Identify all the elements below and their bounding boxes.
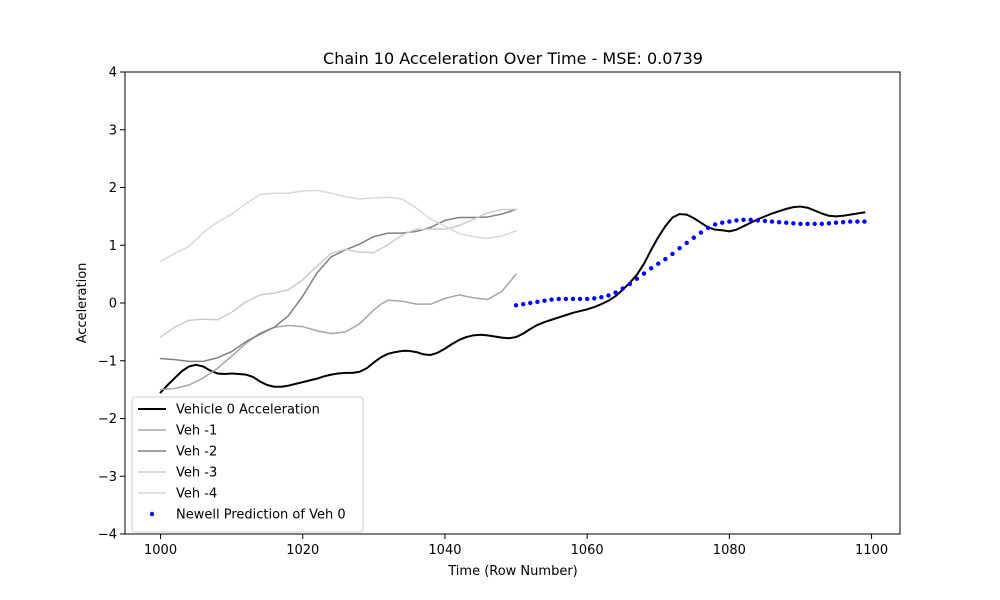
series-line-1 [159,273,517,391]
x-tick-label: 1100 [855,543,888,558]
y-tick-label: 3 [109,123,117,138]
x-tick-label: 1080 [713,543,746,558]
prediction-point [734,218,739,223]
chart-title: Chain 10 Acceleration Over Time - MSE: 0… [323,49,703,68]
prediction-point [535,299,540,305]
y-tick-label: 4 [109,66,117,81]
prediction-point [641,271,647,276]
prediction-point [606,293,611,298]
y-tick-label: −1 [98,354,117,369]
legend-box [131,396,364,533]
prediction-point [741,217,746,223]
y-tick-label: −3 [98,470,117,485]
prediction-point [755,218,760,223]
y-tick-label: 0 [109,297,117,312]
series-line-4 [159,189,517,263]
series-line-2 [159,208,517,363]
prediction-point [812,221,817,227]
x-tick-label: 1040 [428,543,461,558]
prediction-point [791,221,796,226]
prediction-point [613,290,618,295]
legend-swatch-5 [149,511,155,517]
prediction-point [784,220,789,225]
prediction-point [855,219,860,224]
x-axis-label: Time (Row Number) [447,564,577,579]
prediction-point [798,221,803,227]
axes: 1000 1020 1040 1060 1080 1100 −4 −3 −2 −1 0 1 2 3 4 [98,66,901,558]
prediction-point [549,297,554,302]
prediction-point [542,298,547,303]
y-tick-label: −2 [98,412,117,427]
y-tick-label: 1 [109,239,117,254]
legend-label-4: Veh -4 [176,487,217,502]
x-tick-label: 1060 [571,543,604,558]
prediction-point [727,219,732,224]
prediction-point [684,240,689,246]
prediction-point [826,221,832,226]
series-line-0 [159,205,866,394]
series-points-5 [513,217,867,308]
prediction-point [599,295,604,300]
prediction-point [620,286,625,291]
prediction-point [862,219,867,224]
prediction-point [769,219,775,224]
plot-area [159,189,867,394]
prediction-point [528,300,533,306]
prediction-point [513,303,519,308]
prediction-point [833,220,839,225]
prediction-point [556,296,561,302]
y-axis-label: Acceleration [75,263,90,344]
prediction-point [776,219,782,225]
prediction-point [592,296,597,301]
prediction-point [634,276,640,281]
prediction-point [627,281,633,287]
legend-label-2: Veh -2 [176,445,217,460]
prediction-point [848,219,853,224]
prediction-point [705,225,711,231]
prediction-point [520,301,526,307]
x-tick-label: 1020 [286,543,319,558]
prediction-point [712,222,718,227]
prediction-point [570,296,576,302]
x-tick-label: 1000 [144,543,177,558]
prediction-point [670,251,675,257]
legend-label-1: Veh -1 [176,424,217,439]
prediction-point [762,218,768,224]
prediction-point [656,261,661,266]
prediction-point [748,217,753,223]
prediction-point [584,296,590,302]
prediction-point [677,245,682,251]
prediction-point [691,235,697,240]
legend-label-3: Veh -3 [176,466,217,481]
legend: Vehicle 0 Acceleration Veh -1 Veh -2 Veh -3… [131,396,364,533]
prediction-point [698,230,704,235]
legend-label-5: Newell Prediction of Veh 0 [176,508,346,523]
legend-label-0: Vehicle 0 Acceleration [176,403,320,418]
prediction-point [819,221,824,227]
y-tick-label: −4 [98,528,117,543]
prediction-point [577,296,583,302]
prediction-point [663,256,668,262]
y-tick-label: 2 [109,181,117,196]
prediction-point [648,266,654,271]
prediction-point [840,219,846,225]
prediction-point [720,220,725,225]
prediction-point [563,296,569,302]
series-line-3 [159,208,517,338]
prediction-point [805,221,810,227]
